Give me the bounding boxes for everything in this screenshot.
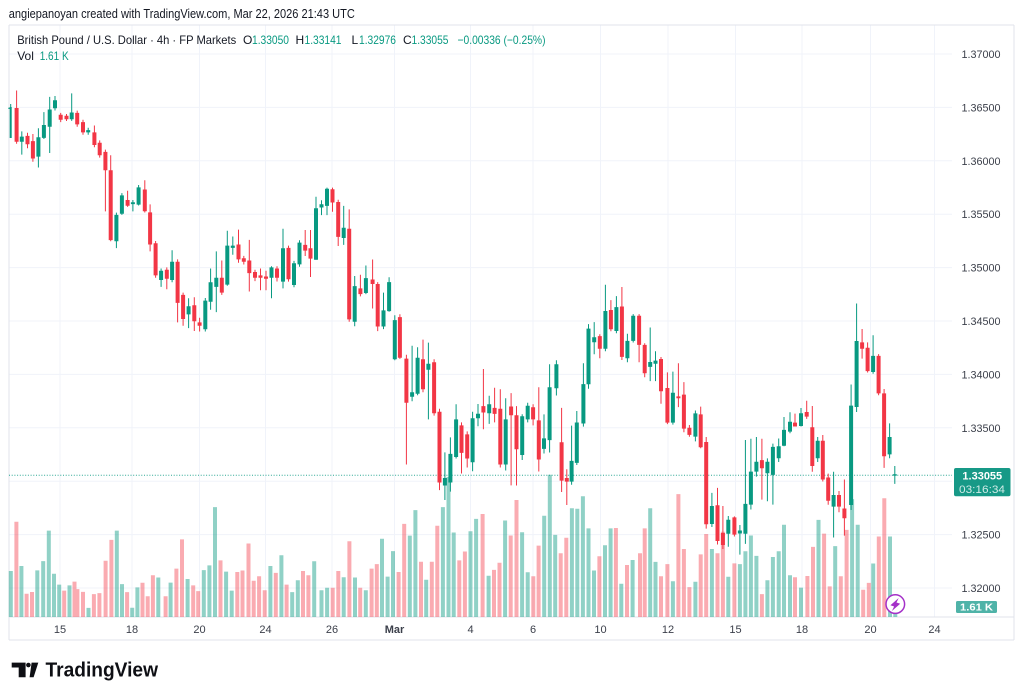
svg-text:12: 12	[662, 624, 674, 636]
svg-text:1.61 K: 1.61 K	[40, 49, 69, 63]
svg-text:24: 24	[928, 624, 940, 636]
svg-text:1.32500: 1.32500	[962, 530, 1001, 542]
svg-text:1.35500: 1.35500	[962, 209, 1001, 221]
svg-text:1.34000: 1.34000	[962, 369, 1001, 381]
svg-text:C: C	[403, 33, 412, 47]
svg-text:1.32000: 1.32000	[962, 583, 1001, 595]
svg-text:L: L	[352, 33, 359, 47]
svg-text:1.36500: 1.36500	[962, 102, 1001, 114]
svg-text:angiepanoyan created with Trad: angiepanoyan created with TradingView.co…	[9, 7, 355, 21]
svg-text:15: 15	[54, 624, 66, 636]
svg-text:18: 18	[126, 624, 138, 636]
svg-text:1.33055: 1.33055	[962, 471, 1002, 483]
svg-text:15: 15	[729, 624, 741, 636]
svg-text:1.61 K: 1.61 K	[960, 603, 994, 614]
svg-text:1.33500: 1.33500	[962, 423, 1001, 435]
svg-text:10: 10	[594, 624, 606, 636]
svg-text:4: 4	[467, 624, 473, 636]
svg-text:O: O	[243, 33, 252, 47]
svg-text:24: 24	[259, 624, 271, 636]
svg-text:26: 26	[326, 624, 338, 636]
svg-text:1.33055: 1.33055	[412, 33, 449, 47]
svg-text:1.33141: 1.33141	[305, 33, 342, 47]
svg-text:TradingView: TradingView	[46, 659, 159, 682]
svg-text:1.37000: 1.37000	[962, 49, 1001, 61]
svg-text:1.35000: 1.35000	[962, 263, 1001, 275]
svg-text:1.32976: 1.32976	[359, 33, 396, 47]
svg-text:1.33050: 1.33050	[252, 33, 289, 47]
svg-text:20: 20	[193, 624, 205, 636]
svg-text:Mar: Mar	[385, 624, 405, 636]
svg-text:−0.00336 (−0.25%): −0.00336 (−0.25%)	[458, 33, 546, 47]
svg-text:1.34500: 1.34500	[962, 316, 1001, 328]
svg-text:18: 18	[796, 624, 808, 636]
svg-text:03:16:34: 03:16:34	[959, 484, 1005, 496]
svg-text:Vol: Vol	[17, 49, 34, 63]
svg-text:H: H	[296, 33, 305, 47]
svg-text:British Pound / U.S. Dollar ·: British Pound / U.S. Dollar · 4h · FP Ma…	[17, 33, 236, 47]
svg-text:20: 20	[864, 624, 876, 636]
svg-text:6: 6	[530, 624, 536, 636]
svg-text:1.36000: 1.36000	[962, 156, 1001, 168]
